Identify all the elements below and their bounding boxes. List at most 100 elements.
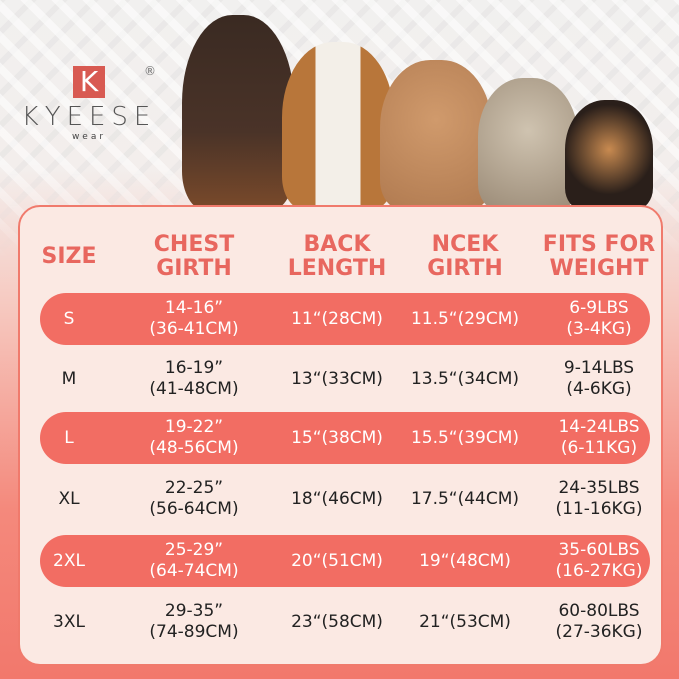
cell-neck: 17.5“(44CM): [392, 473, 538, 525]
cell-weight: 24-35LBS (11-16KG): [528, 473, 670, 525]
cell-text: 2XL: [53, 550, 85, 571]
cell-back: 20“(51CM): [264, 535, 410, 587]
table-row: M 16-19” (41-48CM) 13“(33CM) 13.5“(34CM) 9-14…: [40, 353, 650, 405]
header-text: FITS FOR: [542, 232, 656, 257]
brand-logo: K ® KYEESE wear: [14, 64, 164, 142]
cell-back: 13“(33CM): [264, 353, 410, 405]
cell-text: (11-16KG): [555, 499, 643, 519]
cell-text: 13.5“(34CM): [410, 368, 520, 389]
cell-size: S: [40, 293, 98, 345]
poodle-image: [380, 60, 492, 210]
cell-text: 60-80LBS: [558, 601, 640, 621]
doberman-image: [182, 15, 294, 210]
cell-text: (48-56CM): [149, 438, 239, 458]
cell-text: 25-29”: [164, 540, 224, 560]
header-size: SIZE: [40, 227, 98, 287]
cell-chest: 19-22” (48-56CM): [120, 412, 268, 464]
cell-text: 15.5“(39CM): [410, 427, 520, 448]
size-chart-table: SIZE CHEST GIRTH BACK LENGTH NCEK GIRTH FITS FO…: [18, 205, 663, 666]
cell-text: 9-14LBS: [563, 358, 635, 378]
header-text: SIZE: [41, 244, 97, 269]
cell-text: (74-89CM): [149, 622, 239, 642]
cell-text: 23“(58CM): [291, 611, 383, 632]
logo-mark: K: [73, 66, 105, 98]
cell-text: (3-4KG): [566, 319, 632, 339]
table-row: L 19-22” (48-56CM) 15“(38CM) 15.5“(39CM) 14-2…: [40, 412, 650, 464]
cell-text: 17.5“(44CM): [410, 488, 520, 509]
cell-neck: 11.5“(29CM): [392, 293, 538, 345]
cell-chest: 16-19” (41-48CM): [120, 353, 268, 405]
cell-weight: 9-14LBS (4-6KG): [528, 353, 670, 405]
cell-chest: 25-29” (64-74CM): [120, 535, 268, 587]
beagle-image: [282, 42, 394, 210]
header-text: CHEST: [153, 232, 235, 257]
header-text: BACK: [303, 232, 371, 257]
cell-text: 20“(51CM): [291, 550, 383, 571]
cell-text: 21“(53CM): [419, 611, 511, 632]
cell-text: 3XL: [53, 611, 85, 632]
cell-weight: 60-80LBS (27-36KG): [528, 596, 670, 648]
cell-text: (16-27KG): [555, 561, 643, 581]
cell-text: (56-64CM): [149, 499, 239, 519]
brand-sub: wear: [71, 132, 107, 142]
cell-text: 11“(28CM): [291, 308, 383, 329]
cell-neck: 15.5“(39CM): [392, 412, 538, 464]
cell-text: 16-19”: [164, 358, 224, 378]
header-text: GIRTH: [156, 256, 232, 281]
header-neck: NCEK GIRTH: [392, 227, 538, 287]
header-weight: FITS FOR WEIGHT: [528, 227, 670, 287]
registered-mark: ®: [144, 64, 156, 78]
cell-text: 13“(33CM): [291, 368, 383, 389]
cell-back: 23“(58CM): [264, 596, 410, 648]
header-text: LENGTH: [287, 256, 387, 281]
table-row: XL 22-25” (56-64CM) 18“(46CM) 17.5“(44CM) 24-…: [40, 473, 650, 525]
cell-size: L: [40, 412, 98, 464]
cell-size: XL: [40, 473, 98, 525]
cell-neck: 19“(48CM): [392, 535, 538, 587]
cell-size: 2XL: [40, 535, 98, 587]
cell-size: 3XL: [40, 596, 98, 648]
cell-chest: 22-25” (56-64CM): [120, 473, 268, 525]
cell-text: (41-48CM): [149, 379, 239, 399]
cell-weight: 35-60LBS (16-27KG): [528, 535, 670, 587]
cell-weight: 14-24LBS (6-11KG): [528, 412, 670, 464]
cell-text: 11.5“(29CM): [410, 308, 520, 329]
cell-text: XL: [58, 488, 80, 509]
cell-text: 19-22”: [164, 417, 224, 437]
cell-back: 15“(38CM): [264, 412, 410, 464]
cell-text: M: [61, 368, 77, 389]
schnauzer-image: [478, 78, 578, 210]
table-row: 2XL 25-29” (64-74CM) 20“(51CM) 19“(48CM) 35-6…: [40, 535, 650, 587]
cell-text: S: [63, 308, 75, 329]
cell-text: (6-11KG): [560, 438, 638, 458]
cell-neck: 21“(53CM): [392, 596, 538, 648]
cell-weight: 6-9LBS (3-4KG): [528, 293, 670, 345]
cell-text: (36-41CM): [149, 319, 239, 339]
cell-text: (27-36KG): [555, 622, 643, 642]
cell-back: 11“(28CM): [264, 293, 410, 345]
header-chest: CHEST GIRTH: [120, 227, 268, 287]
cell-text: 14-24LBS: [558, 417, 640, 437]
cell-text: 35-60LBS: [558, 540, 640, 560]
header-text: WEIGHT: [549, 256, 649, 281]
chihuahua-image: [565, 100, 653, 210]
cell-text: 15“(38CM): [291, 427, 383, 448]
cell-back: 18“(46CM): [264, 473, 410, 525]
header-text: NCEK: [431, 232, 499, 257]
cell-text: (4-6KG): [566, 379, 632, 399]
table-row: S 14-16” (36-41CM) 11“(28CM) 11.5“(29CM) 6-9L…: [40, 293, 650, 345]
header-back: BACK LENGTH: [264, 227, 410, 287]
cell-text: 24-35LBS: [558, 478, 640, 498]
cell-text: 18“(46CM): [291, 488, 383, 509]
cell-text: (64-74CM): [149, 561, 239, 581]
cell-text: 14-16”: [164, 298, 224, 318]
cell-chest: 14-16” (36-41CM): [120, 293, 268, 345]
cell-text: 22-25”: [164, 478, 224, 498]
header-text: GIRTH: [427, 256, 503, 281]
cell-text: 29-35”: [164, 601, 224, 621]
table-row: 3XL 29-35” (74-89CM) 23“(58CM) 21“(53CM) 60-8…: [40, 596, 650, 648]
cell-text: 19“(48CM): [419, 550, 511, 571]
cell-chest: 29-35” (74-89CM): [120, 596, 268, 648]
brand-name: KYEESE: [21, 102, 157, 132]
table-header: SIZE CHEST GIRTH BACK LENGTH NCEK GIRTH FITS FO…: [40, 227, 655, 287]
